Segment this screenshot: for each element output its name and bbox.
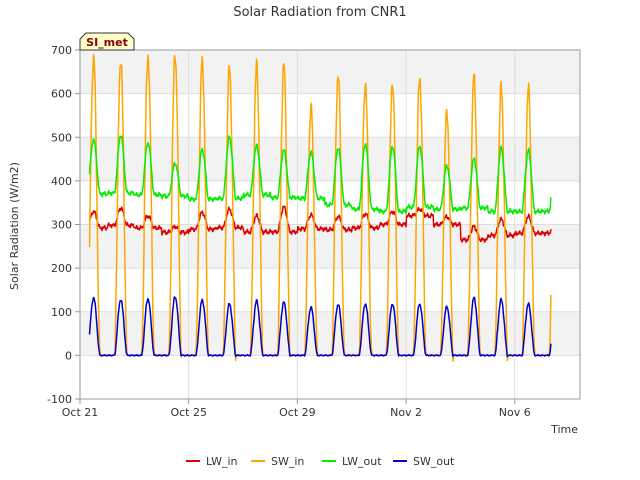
x-axis-ticks: Oct 21 Oct 25 Oct 29 Nov 2 Nov 6 xyxy=(62,399,531,419)
y-tick-label: 200 xyxy=(51,262,72,275)
x-tick-label: Oct 25 xyxy=(170,406,207,419)
y-tick-label: 0 xyxy=(65,349,72,362)
background-band xyxy=(80,50,580,94)
background-band xyxy=(80,137,580,181)
badge-shape xyxy=(79,32,135,51)
series-lines xyxy=(88,54,552,362)
x-tick-label: Oct 21 xyxy=(62,406,99,419)
y-tick-label: -100 xyxy=(47,393,72,406)
x-axis-label: Time xyxy=(550,423,578,436)
y-tick-label: 600 xyxy=(51,88,72,101)
legend: LW_in SW_in LW_out SW_out xyxy=(186,455,455,468)
series-line-sw-out xyxy=(88,296,552,358)
x-tick-label: Oct 29 xyxy=(279,406,316,419)
y-tick-label: 700 xyxy=(51,44,72,57)
y-tick-label: 500 xyxy=(51,131,72,144)
y-axis-ticks: -100 0 100 200 300 400 500 600 700 xyxy=(47,44,80,406)
y-tick-label: 100 xyxy=(51,306,72,319)
chart-title: Solar Radiation from CNR1 xyxy=(233,5,406,20)
badge-label: SI_met xyxy=(86,36,128,49)
series-line-lw-in xyxy=(88,205,552,243)
legend-label: LW_in xyxy=(206,455,238,468)
y-tick-label: 400 xyxy=(51,175,72,188)
x-tick-label: Nov 6 xyxy=(499,406,531,419)
series-line-lw-out xyxy=(88,135,552,215)
y-tick-label: 300 xyxy=(51,219,72,232)
y-axis-label: Solar Radiation (W/m2) xyxy=(8,162,21,290)
x-tick-label: Nov 2 xyxy=(390,406,422,419)
legend-label: SW_in xyxy=(271,455,304,468)
si-met-badge: SI_met xyxy=(79,32,135,51)
legend-label: LW_out xyxy=(342,455,382,468)
legend-label: SW_out xyxy=(413,455,455,468)
